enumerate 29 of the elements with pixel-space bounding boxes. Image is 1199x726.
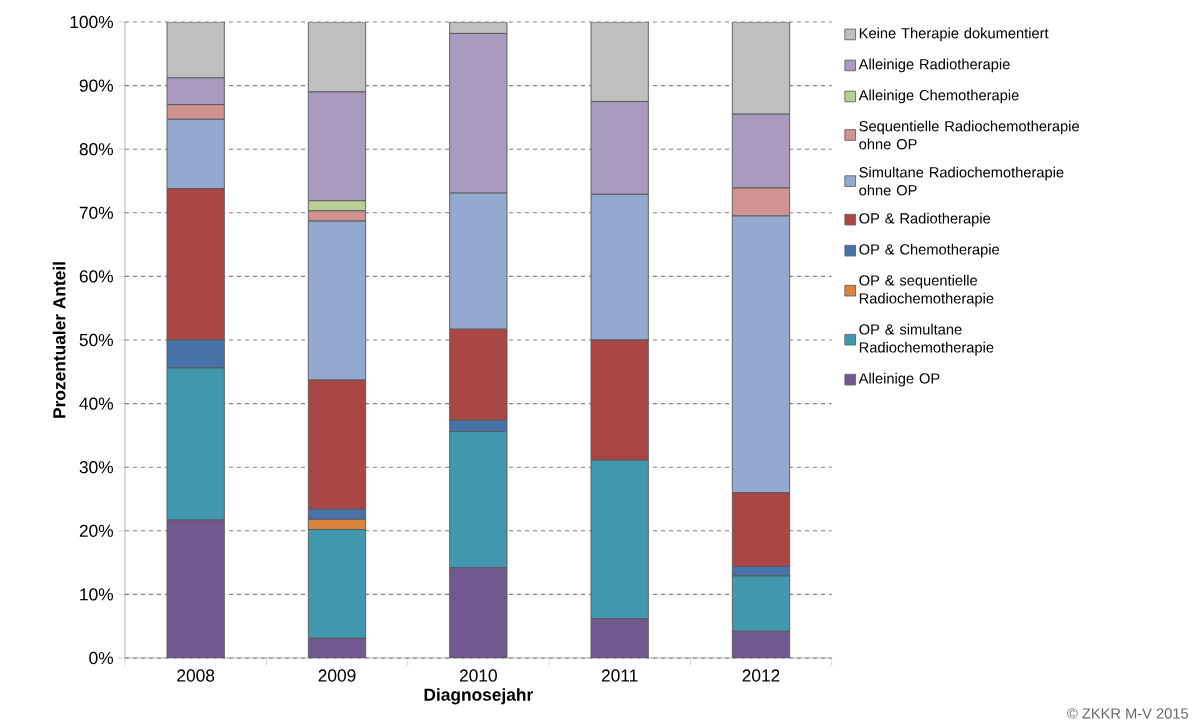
legend-label: OP & Chemotherapie [859,243,1000,258]
legend-label: Alleinige OP [858,372,940,387]
x-axis-title: Diagnosejahr [424,688,533,705]
legend-label: OP & Radiotherapie [859,212,991,227]
legend-label: Alleinige Radiotherapie [858,58,1010,73]
y-tick-label: 10% [80,588,114,601]
legend-label: OP & simultane Radiochemotherapie [859,323,994,356]
legend-label: OP & sequentielle Radiochemotherapie [859,274,994,307]
text: © ZKKR M-V 2015 [1067,708,1188,719]
y-axis-title: Prozentualer Anteil [52,262,66,418]
y-tick-label: 80% [79,143,114,156]
y-tick-label: 70% [79,206,114,219]
x-tick-label: 2011 [601,669,638,682]
y-tick-label: 30% [79,461,114,474]
legend-label: Keine Therapie dokumentiert [859,27,1049,42]
x-tick-label: 2008 [177,669,215,682]
x-tick-label: 2012 [742,669,780,682]
legend-label: Simultane Radiochemotherapie ohne OP [859,166,1064,196]
y-tick-label: 0% [89,651,114,665]
y-tick-label: 100% [70,15,114,29]
y-tick-label: 20% [79,524,114,537]
legend-label: Alleinige Chemotherapie [858,89,1019,104]
y-tick-label: 90% [79,79,114,92]
legend-label: Sequentielle Radiochemotherapie ohne OP [859,120,1079,150]
y-tick-label: 60% [79,270,114,283]
y-tick-label: 50% [79,333,114,347]
y-tick-label: 40% [79,397,114,410]
x-tick-label: 2009 [318,669,356,682]
x-tick-label: 2010 [459,669,497,682]
